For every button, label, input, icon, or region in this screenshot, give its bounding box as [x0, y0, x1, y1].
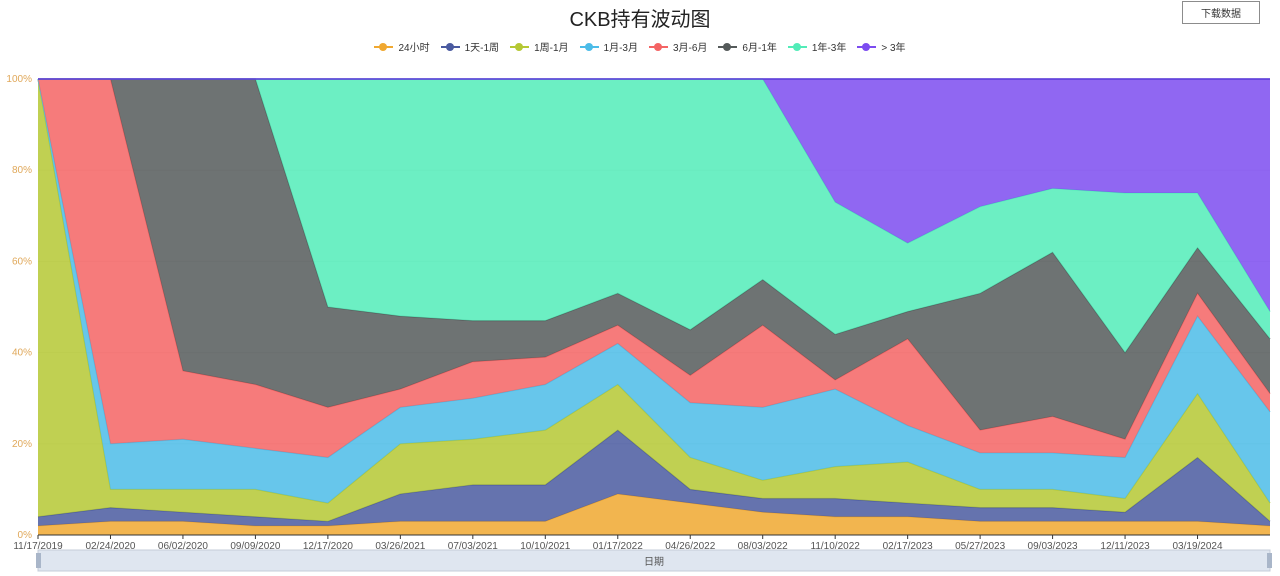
legend-item-5[interactable]: 6月-1年	[718, 39, 777, 54]
legend-label: 3月-6月	[672, 43, 708, 54]
legend-label: > 3年	[881, 43, 906, 54]
x-tick-label: 09/09/2020	[230, 541, 280, 552]
series-5-area	[38, 79, 1270, 440]
x-tick-label: 08/03/2022	[738, 541, 788, 552]
legend-swatch-icon	[374, 42, 394, 52]
x-tick-label: 10/10/2021	[520, 541, 570, 552]
x-tick-label: 06/02/2020	[158, 541, 208, 552]
legend-label: 1年-3年	[811, 43, 847, 54]
x-tick-label: 09/03/2023	[1028, 541, 1078, 552]
legend-swatch-icon	[440, 42, 460, 52]
y-tick-label: 100%	[6, 74, 32, 85]
legend-swatch-icon	[579, 42, 599, 52]
legend-item-4[interactable]: 3月-6月	[648, 39, 708, 54]
y-tick-label: 60%	[12, 256, 32, 267]
zoom-label: 日期	[644, 556, 664, 568]
legend-label: 1月-3月	[603, 43, 638, 54]
x-tick-label: 11/10/2022	[811, 541, 861, 552]
x-tick-label: 01/17/2022	[593, 541, 643, 552]
legend-swatch-icon	[510, 42, 530, 52]
x-tick-label: 07/03/2021	[448, 541, 498, 552]
y-tick-label: 80%	[12, 165, 32, 176]
legend-item-1[interactable]: 1天-1周	[440, 39, 500, 54]
x-tick-label: 03/19/2024	[1172, 541, 1222, 552]
legend-swatch-icon	[718, 42, 738, 52]
x-tick-label: 02/24/2020	[85, 541, 135, 552]
y-tick-label: 40%	[12, 348, 32, 359]
legend-item-3[interactable]: 1月-3月	[579, 39, 638, 54]
x-tick-label: 12/17/2020	[303, 541, 353, 552]
legend-item-0[interactable]: 24小时	[374, 39, 430, 54]
x-tick-label: 11/17/2019	[13, 541, 63, 552]
legend-label: 6月-1年	[742, 43, 777, 54]
legend-item-2[interactable]: 1周-1月	[510, 39, 569, 54]
series-2-area	[38, 79, 1270, 522]
x-tick-label: 12/11/2023	[1100, 541, 1150, 552]
y-tick-label: 20%	[12, 439, 32, 450]
x-tick-label: 02/17/2023	[883, 541, 933, 552]
x-tick-label: 04/26/2022	[665, 541, 715, 552]
series-4-area	[38, 79, 1270, 458]
chart-title: CKB持有波动图	[569, 9, 711, 31]
legend-label: 1天-1周	[464, 43, 500, 54]
download-data-button[interactable]: 下载数据	[1182, 1, 1260, 24]
legend-swatch-icon	[787, 42, 807, 52]
legend: 24小时 1天-1周 1周-1月 1月-3月 3月-6月 6月-1年 1年-3年 > 3年	[0, 39, 1280, 54]
series-7-area	[38, 79, 1270, 312]
zoom-handle-right[interactable]	[1267, 553, 1272, 568]
legend-label: 24小时	[398, 43, 430, 54]
legend-swatch-icon	[857, 42, 877, 52]
legend-swatch-icon	[648, 42, 668, 52]
zoom-handle-left[interactable]	[36, 553, 41, 568]
x-tick-label: 03/26/2021	[375, 541, 425, 552]
y-tick-label: 0%	[18, 530, 33, 541]
legend-item-7[interactable]: > 3年	[857, 39, 906, 54]
x-tick-label: 05/27/2023	[955, 541, 1005, 552]
series-0-area	[38, 493, 1270, 535]
legend-label: 1周-1月	[534, 43, 569, 54]
legend-item-6[interactable]: 1年-3年	[787, 39, 847, 54]
series-3-area	[38, 79, 1270, 504]
series-6-area	[38, 79, 1270, 353]
series-1-area	[38, 430, 1270, 526]
